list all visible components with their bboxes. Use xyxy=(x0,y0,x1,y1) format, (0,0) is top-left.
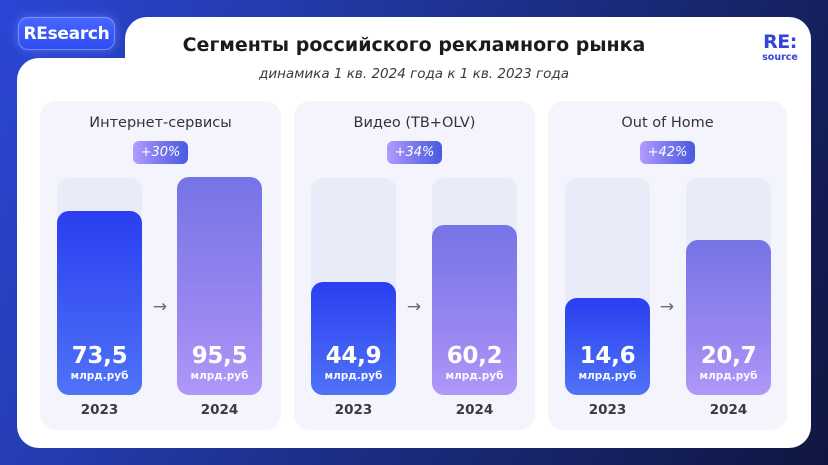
panel-video: Видео (ТВ+OLV) +34% 44,9 млрд.руб → 60,2… xyxy=(294,101,535,430)
bar-unit: млрд.руб xyxy=(324,370,383,382)
bar-2024: 95,5 млрд.руб xyxy=(177,177,262,395)
bar-unit: млрд.руб xyxy=(70,370,129,382)
year-label-2024: 2024 xyxy=(200,402,239,418)
bar-unit: млрд.руб xyxy=(190,370,249,382)
bar-2024: 20,7 млрд.руб xyxy=(686,240,771,395)
bar-value: 95,5 xyxy=(191,343,248,369)
bar-value: 20,7 xyxy=(700,343,757,369)
bar-value: 60,2 xyxy=(446,343,503,369)
bar-track-2024: 20,7 млрд.руб xyxy=(686,178,771,395)
bar-2023: 44,9 млрд.руб xyxy=(311,282,396,395)
year-label-2023: 2023 xyxy=(588,402,627,418)
growth-badge: +42% xyxy=(640,141,695,164)
growth-badge: +30% xyxy=(133,141,188,164)
bar-2023: 14,6 млрд.руб xyxy=(565,298,650,395)
bar-unit: млрд.руб xyxy=(699,370,758,382)
resource-logo: RE: source xyxy=(758,33,802,63)
page-subtitle: динамика 1 кв. 2024 года к 1 кв. 2023 го… xyxy=(259,66,569,82)
logo-sub-text: source xyxy=(762,52,798,63)
bar-value: 44,9 xyxy=(325,343,382,369)
bar-unit: млрд.руб xyxy=(445,370,504,382)
bar-unit: млрд.руб xyxy=(578,370,637,382)
panel-title: Интернет-сервисы xyxy=(89,115,232,131)
bar-value: 73,5 xyxy=(71,343,128,369)
year-label-2023: 2023 xyxy=(80,402,119,418)
bar-2023: 73,5 млрд.руб xyxy=(57,211,142,395)
bar-track-2024: 60,2 млрд.руб xyxy=(432,178,517,395)
panel-title: Out of Home xyxy=(621,115,714,131)
bar-track-2023: 44,9 млрд.руб xyxy=(311,178,396,395)
arrow-right-icon: → xyxy=(659,297,675,317)
year-label-2024: 2024 xyxy=(455,402,494,418)
bar-value: 14,6 xyxy=(579,343,636,369)
arrow-right-icon: → xyxy=(406,297,422,317)
growth-badge: +34% xyxy=(387,141,442,164)
page-title: Сегменты российского рекламного рынка xyxy=(182,34,646,56)
year-label-2024: 2024 xyxy=(709,402,748,418)
panel-out-of-home: Out of Home +42% 14,6 млрд.руб → 20,7 мл… xyxy=(548,101,787,430)
logo-main-text: RE: xyxy=(763,31,797,53)
panel-internet-services: Интернет-сервисы +30% 73,5 млрд.руб → 95… xyxy=(40,101,281,430)
bar-2024: 60,2 млрд.руб xyxy=(432,225,517,395)
bar-track-2023: 73,5 млрд.руб xyxy=(57,178,142,395)
panel-title: Видео (ТВ+OLV) xyxy=(353,115,476,131)
research-brand-pill: REsearch xyxy=(18,17,115,50)
bar-track-2024: 95,5 млрд.руб xyxy=(177,177,262,395)
bar-track-2023: 14,6 млрд.руб xyxy=(565,178,650,395)
arrow-right-icon: → xyxy=(152,297,168,317)
year-label-2023: 2023 xyxy=(334,402,373,418)
